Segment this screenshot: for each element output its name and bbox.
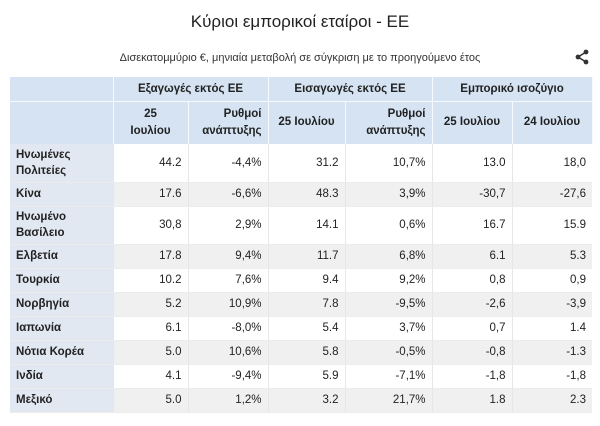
value-cell: 10,7%	[345, 144, 433, 183]
value-cell: -0,5%	[345, 340, 433, 365]
country-cell: Ηνωμένο Βασίλειο	[10, 206, 114, 245]
group-header-imports: Εισαγωγές εκτός ΕΕ	[268, 77, 433, 101]
value-cell: -1.3	[512, 340, 593, 365]
value-cell: 5.2	[113, 292, 189, 317]
value-cell: 5.0	[113, 340, 189, 365]
value-cell: 5.4	[268, 316, 346, 341]
share-icon[interactable]	[574, 49, 590, 65]
country-cell: Ιαπωνία	[10, 316, 114, 341]
value-cell: 17.6	[113, 182, 189, 207]
value-cell: 1.8	[432, 388, 513, 413]
value-cell: 5.3	[512, 244, 593, 269]
value-cell: -0,8	[432, 340, 513, 365]
country-cell: Ηνωμένες Πολιτείες	[10, 144, 114, 183]
country-cell: Νότια Κορέα	[10, 340, 114, 365]
value-cell: 1,2%	[188, 388, 269, 413]
value-cell: 6.1	[432, 244, 513, 269]
country-cell: Κίνα	[10, 182, 114, 207]
value-cell: 44.2	[113, 144, 189, 183]
country-cell: Ινδία	[10, 364, 114, 389]
value-cell: 0,9	[512, 268, 593, 293]
value-cell: 3,9%	[345, 182, 433, 207]
value-cell: 9.4	[268, 268, 346, 293]
group-header-row: Εξαγωγές εκτός ΕΕ Εισαγωγές εκτός ΕΕ Εμπ…	[10, 77, 593, 101]
table-row: Ηνωμένες Πολιτείες 44.2 -4,4% 31.2 10,7% 13.0…	[10, 144, 593, 183]
sub-header-row: 25 Ιουλίου Ρυθμοί ανάπτυξης 25 Ιουλίου Ρ…	[10, 100, 593, 144]
subheader-balance-current: 25 Ιουλίου	[432, 100, 513, 144]
subheader-exports-value: 25 Ιουλίου	[113, 100, 189, 144]
value-cell: 2,9%	[188, 206, 269, 245]
value-cell: 7,6%	[188, 268, 269, 293]
value-cell: 14.1	[268, 206, 346, 245]
header-blank-cell	[10, 100, 114, 144]
value-cell: 6.1	[113, 316, 189, 341]
value-cell: 0,7	[432, 316, 513, 341]
value-cell: -30,7	[432, 182, 513, 207]
value-cell: 11.7	[268, 244, 346, 269]
value-cell: 5.9	[268, 364, 346, 389]
value-cell: -8,0%	[188, 316, 269, 341]
value-cell: 18,0	[512, 144, 593, 183]
value-cell: -4,4%	[188, 144, 269, 183]
value-cell: -6,6%	[188, 182, 269, 207]
value-cell: 9,4%	[188, 244, 269, 269]
value-cell: 15.9	[512, 206, 593, 245]
value-cell: 13.0	[432, 144, 513, 183]
table-row: Κίνα 17.6 -6,6% 48.3 3,9% -30,7 -27,6	[10, 182, 593, 207]
country-cell: Τουρκία	[10, 268, 114, 293]
value-cell: 3,7%	[345, 316, 433, 341]
value-cell: 1.4	[512, 316, 593, 341]
value-cell: -1,8	[432, 364, 513, 389]
value-cell: 21,7%	[345, 388, 433, 413]
value-cell: -9,4%	[188, 364, 269, 389]
value-cell: 10,6%	[188, 340, 269, 365]
group-header-balance: Εμπορικό ισοζύγιο	[432, 77, 593, 101]
page-subtitle: Δισεκατομμύριο €, μηνιαία μεταβολή σε σύ…	[119, 52, 481, 64]
table-row: Νορβηγία 5.2 10,9% 7.8 -9,5% -2,6 -3,9	[10, 292, 593, 317]
value-cell: 7.8	[268, 292, 346, 317]
trade-partners-table: Εξαγωγές εκτός ΕΕ Εισαγωγές εκτός ΕΕ Εμπ…	[10, 77, 593, 413]
value-cell: 9,2%	[345, 268, 433, 293]
subheader-exports-growth: Ρυθμοί ανάπτυξης	[188, 100, 269, 144]
table-row: Ηνωμένο Βασίλειο 30,8 2,9% 14.1 0,6% 16.7 15.9	[10, 206, 593, 245]
value-cell: 31.2	[268, 144, 346, 183]
value-cell: 0,6%	[345, 206, 433, 245]
value-cell: 10.2	[113, 268, 189, 293]
subheader-balance-previous: 24 Ιουλίου	[512, 100, 593, 144]
country-cell: Νορβηγία	[10, 292, 114, 317]
value-cell: 4.1	[113, 364, 189, 389]
header-blank-cell	[10, 77, 114, 101]
page-title: Κύριοι εμπορικοί εταίροι - ΕΕ	[190, 12, 410, 31]
value-cell: 2.3	[512, 388, 593, 413]
value-cell: -9,5%	[345, 292, 433, 317]
value-cell: -27,6	[512, 182, 593, 207]
value-cell: -3,9	[512, 292, 593, 317]
group-header-exports: Εξαγωγές εκτός ΕΕ	[113, 77, 269, 101]
value-cell: 48.3	[268, 182, 346, 207]
value-cell: 3.2	[268, 388, 346, 413]
value-cell: 5.8	[268, 340, 346, 365]
value-cell: 5.0	[113, 388, 189, 413]
country-cell: Μεξικό	[10, 388, 114, 413]
table-row: Ελβετία 17.8 9,4% 11.7 6,8% 6.1 5.3	[10, 244, 593, 269]
table-row: Ινδία 4.1 -9,4% 5.9 -7,1% -1,8 -1,8	[10, 364, 593, 389]
subheader-imports-value: 25 Ιουλίου	[268, 100, 346, 144]
table-row: Νότια Κορέα 5.0 10,6% 5.8 -0,5% -0,8 -1.3	[10, 340, 593, 365]
value-cell: -2,6	[432, 292, 513, 317]
value-cell: 0,8	[432, 268, 513, 293]
table-row: Ιαπωνία 6.1 -8,0% 5.4 3,7% 0,7 1.4	[10, 316, 593, 341]
table-row: Μεξικό 5.0 1,2% 3.2 21,7% 1.8 2.3	[10, 388, 593, 413]
value-cell: 17.8	[113, 244, 189, 269]
table-row: Τουρκία 10.2 7,6% 9.4 9,2% 0,8 0,9	[10, 268, 593, 293]
subheader-imports-growth: Ρυθμοί ανάπτυξης	[345, 100, 433, 144]
value-cell: 10,9%	[188, 292, 269, 317]
value-cell: 16.7	[432, 206, 513, 245]
value-cell: -7,1%	[345, 364, 433, 389]
value-cell: 6,8%	[345, 244, 433, 269]
country-cell: Ελβετία	[10, 244, 114, 269]
value-cell: -1,8	[512, 364, 593, 389]
value-cell: 30,8	[113, 206, 189, 245]
